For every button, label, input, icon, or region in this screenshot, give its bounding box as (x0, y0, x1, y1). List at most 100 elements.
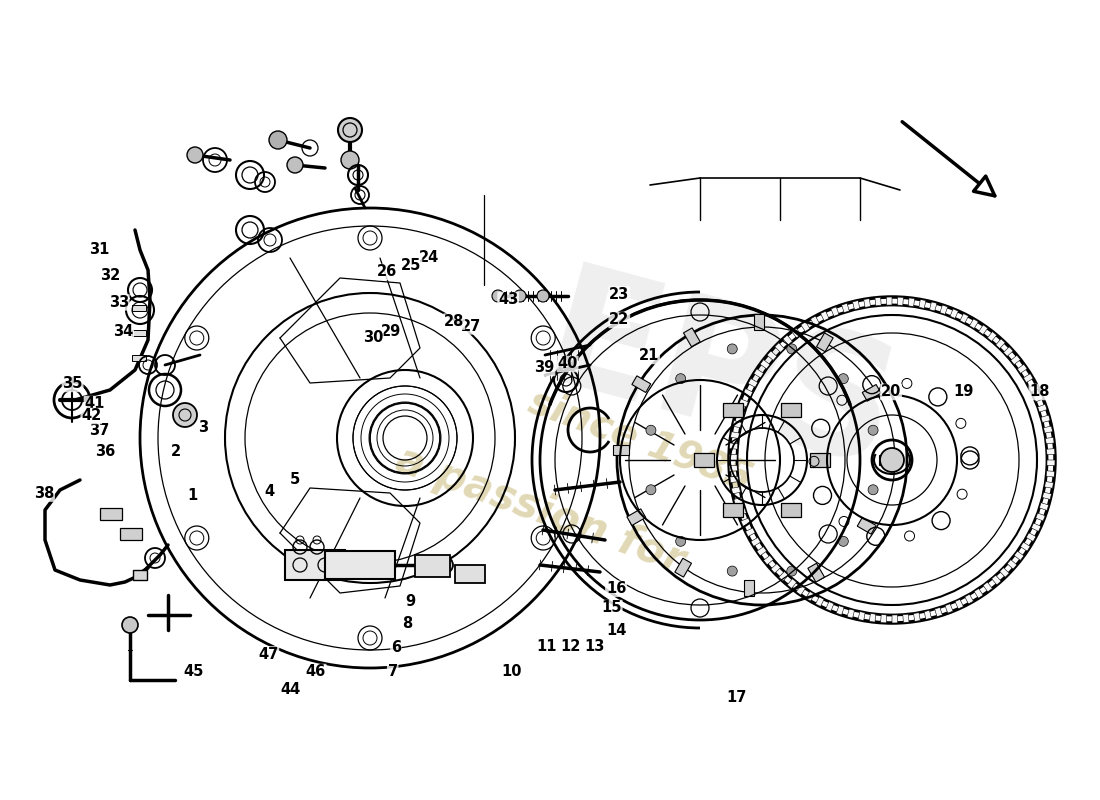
Bar (674, 558, 692, 577)
Polygon shape (852, 301, 860, 310)
Text: 2: 2 (170, 445, 182, 459)
Text: 44: 44 (280, 682, 300, 697)
Polygon shape (847, 609, 855, 618)
Polygon shape (754, 369, 763, 378)
Polygon shape (950, 309, 958, 318)
Circle shape (537, 290, 549, 302)
Text: 17: 17 (727, 690, 747, 705)
Polygon shape (1026, 533, 1036, 542)
Polygon shape (771, 564, 781, 574)
Polygon shape (830, 307, 839, 316)
Polygon shape (983, 582, 992, 592)
Polygon shape (746, 528, 755, 537)
Text: 16: 16 (606, 582, 626, 596)
Text: 32: 32 (100, 269, 120, 283)
Polygon shape (1023, 374, 1033, 382)
Polygon shape (729, 454, 737, 460)
Polygon shape (1040, 502, 1048, 510)
Circle shape (786, 566, 796, 576)
Polygon shape (1036, 513, 1045, 521)
Text: 21: 21 (639, 349, 659, 363)
Circle shape (646, 485, 656, 494)
Polygon shape (892, 615, 898, 623)
Circle shape (880, 448, 904, 472)
Polygon shape (1041, 415, 1050, 422)
Polygon shape (842, 303, 849, 313)
Polygon shape (730, 432, 739, 438)
Text: 15: 15 (602, 601, 621, 615)
Text: 45: 45 (184, 665, 204, 679)
Polygon shape (955, 599, 964, 609)
Text: 40: 40 (558, 357, 578, 371)
Text: 29: 29 (381, 325, 400, 339)
Polygon shape (864, 298, 870, 307)
Text: 36: 36 (96, 445, 115, 459)
Bar (781, 503, 801, 518)
Polygon shape (1018, 364, 1027, 374)
Text: 47: 47 (258, 647, 278, 662)
Polygon shape (805, 591, 814, 601)
Text: 10: 10 (502, 665, 521, 679)
Polygon shape (1045, 438, 1054, 444)
Text: 25: 25 (402, 258, 421, 273)
Polygon shape (1008, 560, 1016, 569)
Text: 19: 19 (954, 385, 974, 399)
Bar (723, 503, 743, 518)
Text: a passion for: a passion for (389, 438, 690, 582)
Polygon shape (1003, 346, 1013, 356)
Circle shape (727, 344, 737, 354)
Polygon shape (935, 607, 943, 617)
Text: 34: 34 (113, 325, 133, 339)
Circle shape (675, 374, 685, 384)
Bar (857, 518, 876, 534)
Text: 42: 42 (81, 409, 101, 423)
Polygon shape (1028, 383, 1038, 392)
Polygon shape (1043, 492, 1052, 499)
Circle shape (646, 426, 656, 435)
Polygon shape (826, 602, 834, 611)
Polygon shape (779, 571, 789, 581)
Polygon shape (1047, 460, 1055, 466)
Circle shape (270, 131, 287, 149)
Text: 26: 26 (377, 265, 397, 279)
Circle shape (437, 557, 453, 573)
Text: 13: 13 (584, 639, 604, 654)
Polygon shape (924, 610, 932, 619)
Polygon shape (767, 351, 777, 360)
Polygon shape (979, 325, 988, 334)
Bar (132, 355, 146, 361)
Text: 8: 8 (402, 617, 412, 631)
Polygon shape (730, 476, 738, 482)
Polygon shape (760, 360, 770, 369)
Polygon shape (975, 589, 983, 598)
Text: 23: 23 (609, 287, 629, 302)
Bar (415, 555, 450, 577)
Circle shape (173, 403, 197, 427)
Text: since 1985: since 1985 (524, 382, 757, 498)
Polygon shape (741, 518, 750, 526)
Polygon shape (1045, 482, 1054, 488)
Bar (879, 455, 895, 465)
Bar (754, 314, 764, 330)
Polygon shape (887, 297, 892, 305)
Text: 39: 39 (535, 361, 554, 375)
Polygon shape (1000, 568, 1010, 578)
Text: 24: 24 (419, 250, 439, 265)
Bar (631, 376, 651, 393)
Polygon shape (960, 314, 968, 323)
Polygon shape (739, 399, 748, 407)
Polygon shape (996, 339, 1005, 349)
Text: 41: 41 (85, 397, 104, 411)
Text: 28: 28 (444, 314, 464, 329)
Bar (694, 453, 714, 467)
Polygon shape (751, 538, 760, 546)
Polygon shape (737, 508, 746, 516)
Text: 12: 12 (561, 639, 581, 654)
Polygon shape (903, 614, 909, 622)
Polygon shape (945, 604, 953, 613)
Text: 7: 7 (387, 665, 398, 679)
Bar (120, 528, 142, 540)
Polygon shape (733, 421, 741, 428)
Polygon shape (1034, 394, 1043, 402)
Bar (627, 509, 646, 526)
